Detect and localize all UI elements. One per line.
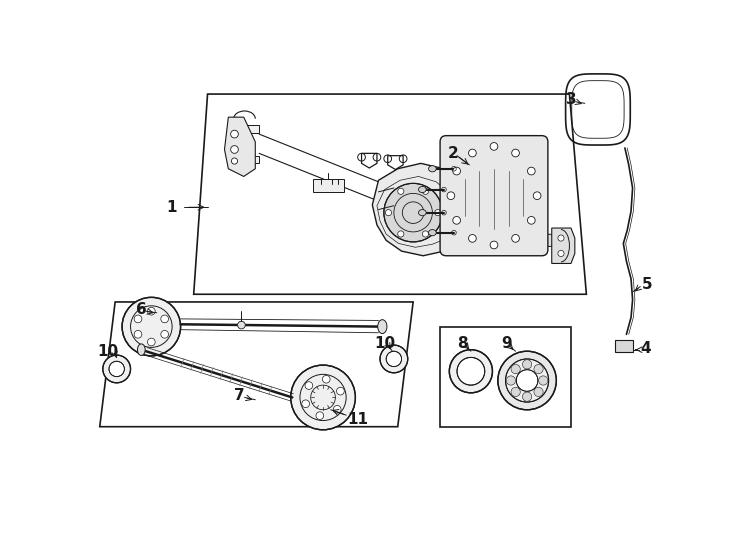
Circle shape <box>534 387 543 396</box>
Circle shape <box>498 351 556 410</box>
Circle shape <box>528 217 535 224</box>
Text: 5: 5 <box>642 276 653 292</box>
Circle shape <box>134 330 142 338</box>
Circle shape <box>305 382 313 389</box>
Text: 2: 2 <box>448 146 459 161</box>
Circle shape <box>384 184 443 242</box>
Circle shape <box>103 355 131 383</box>
Circle shape <box>447 192 455 200</box>
Circle shape <box>558 251 564 256</box>
Text: 4: 4 <box>640 341 651 356</box>
FancyBboxPatch shape <box>440 136 548 256</box>
Circle shape <box>511 364 520 374</box>
Text: 7: 7 <box>233 388 244 403</box>
Circle shape <box>291 365 355 430</box>
Circle shape <box>523 360 531 369</box>
Circle shape <box>453 167 460 175</box>
Circle shape <box>422 188 429 194</box>
Ellipse shape <box>137 344 145 355</box>
Circle shape <box>490 241 498 249</box>
Circle shape <box>558 235 564 241</box>
Circle shape <box>322 375 330 383</box>
Circle shape <box>230 146 239 153</box>
Circle shape <box>506 359 548 402</box>
Circle shape <box>512 149 520 157</box>
Circle shape <box>337 387 344 395</box>
Circle shape <box>161 315 169 323</box>
Circle shape <box>449 350 493 393</box>
Circle shape <box>398 231 404 237</box>
Circle shape <box>490 143 498 150</box>
Ellipse shape <box>429 166 436 172</box>
Circle shape <box>231 158 238 164</box>
Text: 11: 11 <box>348 411 368 427</box>
Polygon shape <box>225 117 255 177</box>
Circle shape <box>230 130 239 138</box>
Circle shape <box>148 307 155 315</box>
Circle shape <box>238 321 245 329</box>
Text: 6: 6 <box>136 302 147 317</box>
Circle shape <box>539 376 548 385</box>
Circle shape <box>134 315 142 323</box>
Polygon shape <box>230 125 259 132</box>
Text: 8: 8 <box>457 336 468 351</box>
Circle shape <box>316 412 324 420</box>
Text: 10: 10 <box>374 336 396 351</box>
FancyBboxPatch shape <box>615 340 633 352</box>
Circle shape <box>148 338 155 346</box>
Ellipse shape <box>418 210 426 215</box>
Polygon shape <box>230 156 259 164</box>
Circle shape <box>161 330 169 338</box>
Polygon shape <box>372 164 471 256</box>
Circle shape <box>534 192 541 200</box>
Circle shape <box>398 188 404 194</box>
Circle shape <box>511 387 520 396</box>
Circle shape <box>506 376 515 385</box>
Circle shape <box>302 400 310 408</box>
Circle shape <box>523 392 531 401</box>
Circle shape <box>333 406 341 413</box>
Circle shape <box>516 370 538 392</box>
Circle shape <box>468 149 476 157</box>
Circle shape <box>453 217 460 224</box>
Text: 3: 3 <box>567 92 577 107</box>
Circle shape <box>386 351 401 367</box>
Circle shape <box>512 234 520 242</box>
Circle shape <box>543 234 556 247</box>
Circle shape <box>534 364 543 374</box>
Ellipse shape <box>378 320 387 334</box>
Circle shape <box>468 234 476 242</box>
Polygon shape <box>552 228 575 264</box>
Circle shape <box>422 231 429 237</box>
Polygon shape <box>313 179 344 192</box>
Circle shape <box>385 210 391 215</box>
Circle shape <box>122 298 181 356</box>
Ellipse shape <box>429 230 436 236</box>
Circle shape <box>109 361 124 377</box>
Text: 9: 9 <box>501 336 512 351</box>
Circle shape <box>457 357 484 385</box>
Text: 1: 1 <box>167 200 177 215</box>
Circle shape <box>528 167 535 175</box>
Circle shape <box>380 345 408 373</box>
Circle shape <box>435 210 441 215</box>
Ellipse shape <box>418 186 426 193</box>
Text: 10: 10 <box>98 344 119 359</box>
